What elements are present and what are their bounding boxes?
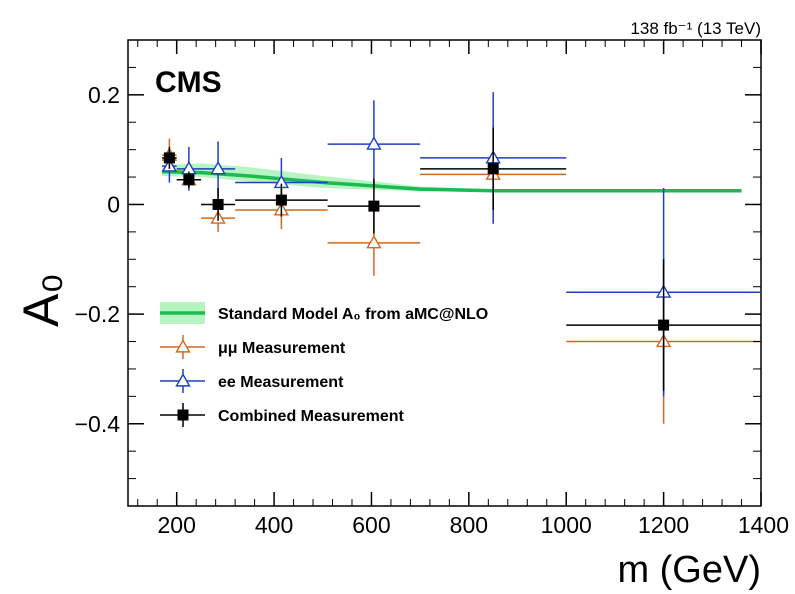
x-tick-label: 1000	[541, 512, 592, 538]
sm-uncertainty-band	[162, 163, 742, 192]
x-tick-label: 1400	[738, 512, 789, 538]
y-tick-label: 0	[107, 191, 120, 217]
x-tick-label: 200	[158, 512, 196, 538]
combined-point	[163, 152, 175, 164]
legend-label: ee Measurement	[218, 374, 344, 391]
x-tick-label: 400	[255, 512, 293, 538]
legend-swatch-triangle	[175, 373, 191, 387]
plot-frame	[127, 39, 762, 507]
y-axis-title: A₀	[13, 273, 69, 327]
combined-point	[658, 319, 670, 331]
legend-swatch-triangle	[175, 339, 191, 353]
x-axis-title: m (GeV)	[617, 549, 761, 591]
cms-label: CMS	[155, 66, 222, 99]
combined-point	[487, 163, 499, 175]
lumi-label: 138 fb⁻¹ (13 TeV)	[630, 19, 761, 38]
x-tick-label: 800	[450, 512, 488, 538]
x-tick-label: 600	[352, 512, 390, 538]
x-tick-label: 1200	[638, 512, 689, 538]
mumu-point	[366, 234, 382, 249]
combined-point	[212, 198, 224, 210]
y-tick-label: −0.2	[75, 301, 120, 327]
ee-point	[366, 136, 382, 150]
legend-label: μμ Measurement	[218, 340, 346, 357]
ee-point	[210, 160, 226, 175]
legend: Standard Model A₀ from aMC@NLO μμ Measure…	[160, 302, 488, 427]
combined-point	[368, 200, 380, 212]
combined-point	[275, 194, 287, 206]
combined-point	[183, 174, 195, 186]
legend-label: Standard Model A₀ from aMC@NLO	[218, 306, 488, 323]
y-tick-label: −0.4	[75, 411, 121, 437]
legend-label: Combined Measurement	[218, 408, 404, 425]
legend-swatch-square	[177, 409, 189, 421]
y-tick-label: 0.2	[88, 82, 120, 108]
